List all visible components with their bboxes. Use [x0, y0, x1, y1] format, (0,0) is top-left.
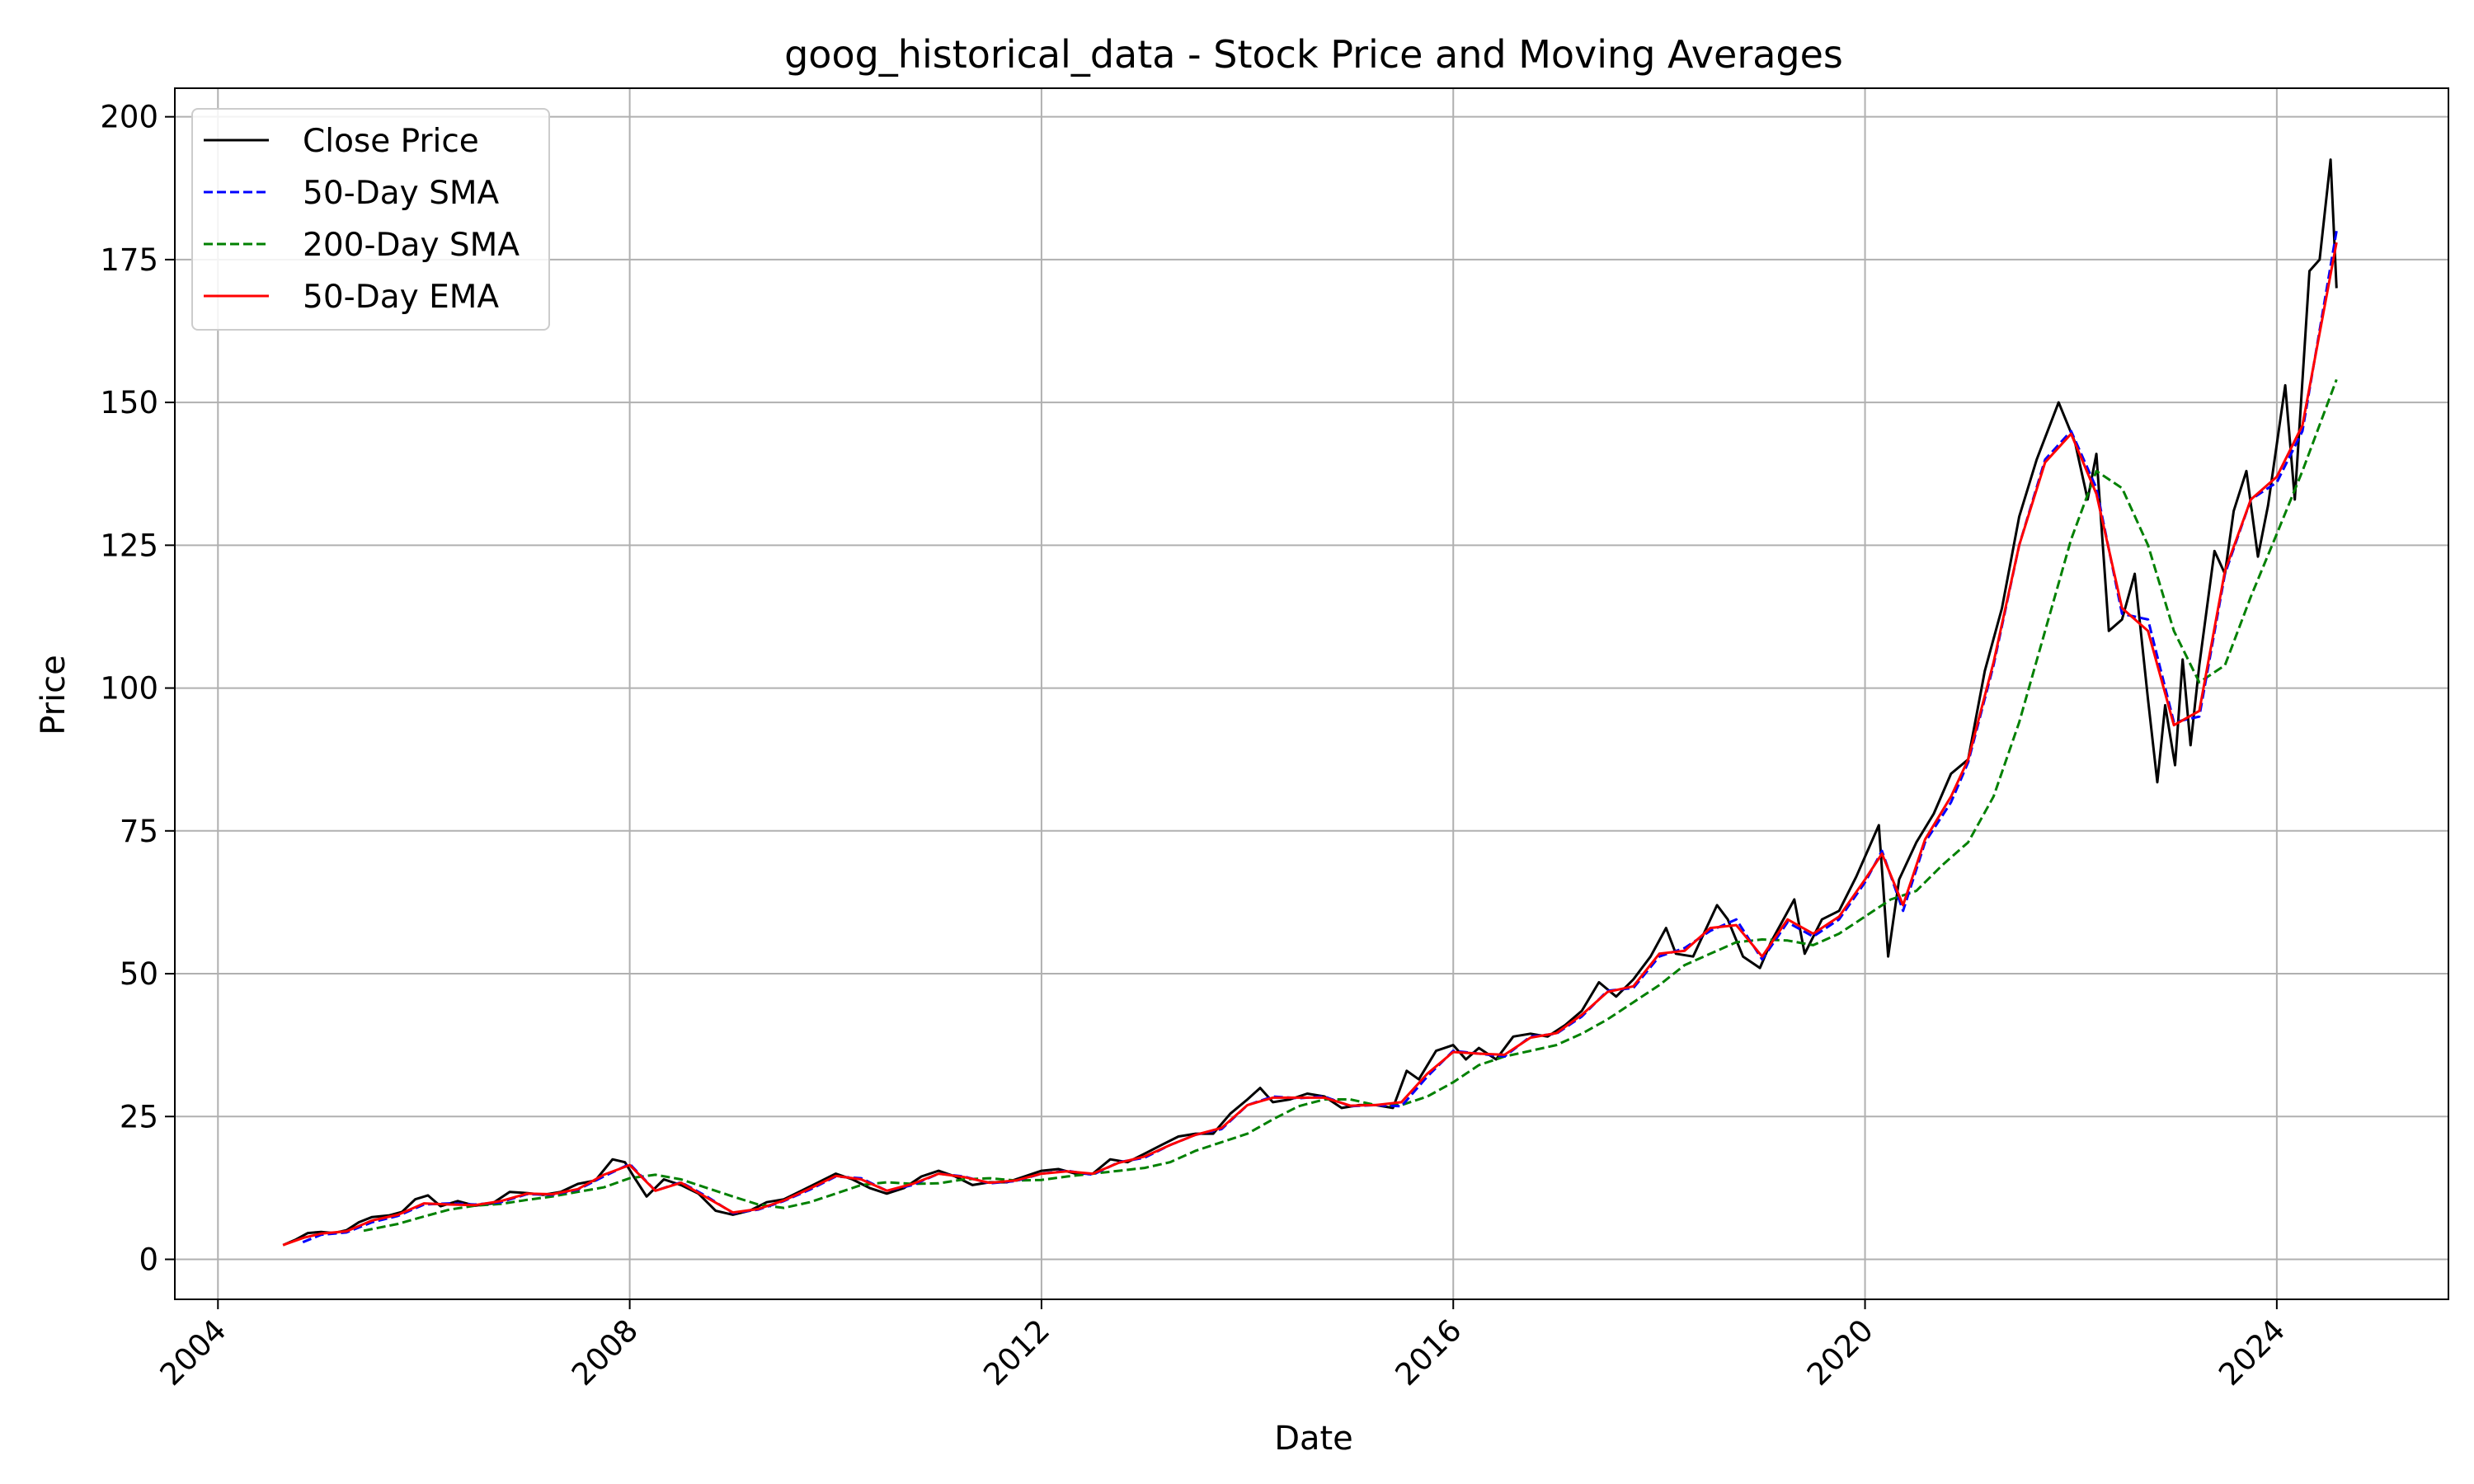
x-axis-label: Date [1274, 1420, 1353, 1458]
series-line-50-day-ema [282, 242, 2338, 1247]
y-tick-label: 25 [120, 1099, 158, 1134]
legend-label: Close Price [303, 123, 479, 160]
y-tick-label: 0 [139, 1242, 158, 1277]
y-tick-label: 100 [100, 671, 158, 707]
legend-label: 50-Day EMA [303, 279, 499, 316]
series-lines [282, 158, 2338, 1247]
y-tick-label: 150 [100, 385, 158, 420]
legend-label: 200-Day SMA [303, 227, 520, 264]
legend-label: 50-Day SMA [303, 175, 500, 212]
y-tick-label: 50 [120, 956, 158, 992]
chart-title: goog_historical_data - Stock Price and M… [784, 32, 1843, 77]
y-tick-label: 200 [100, 100, 158, 135]
legend: Close Price 50-Day SMA 200-Day SMA 50-Day E… [191, 108, 550, 331]
y-axis-label: Price [35, 655, 73, 735]
y-tick-label: 75 [120, 814, 158, 849]
y-tick-label: 175 [100, 242, 158, 278]
grid [175, 88, 2448, 1299]
legend-box [191, 108, 550, 331]
series-line-200-day-sma [363, 378, 2338, 1233]
plot-frame [174, 87, 2449, 1300]
y-tick-label: 125 [100, 528, 158, 563]
